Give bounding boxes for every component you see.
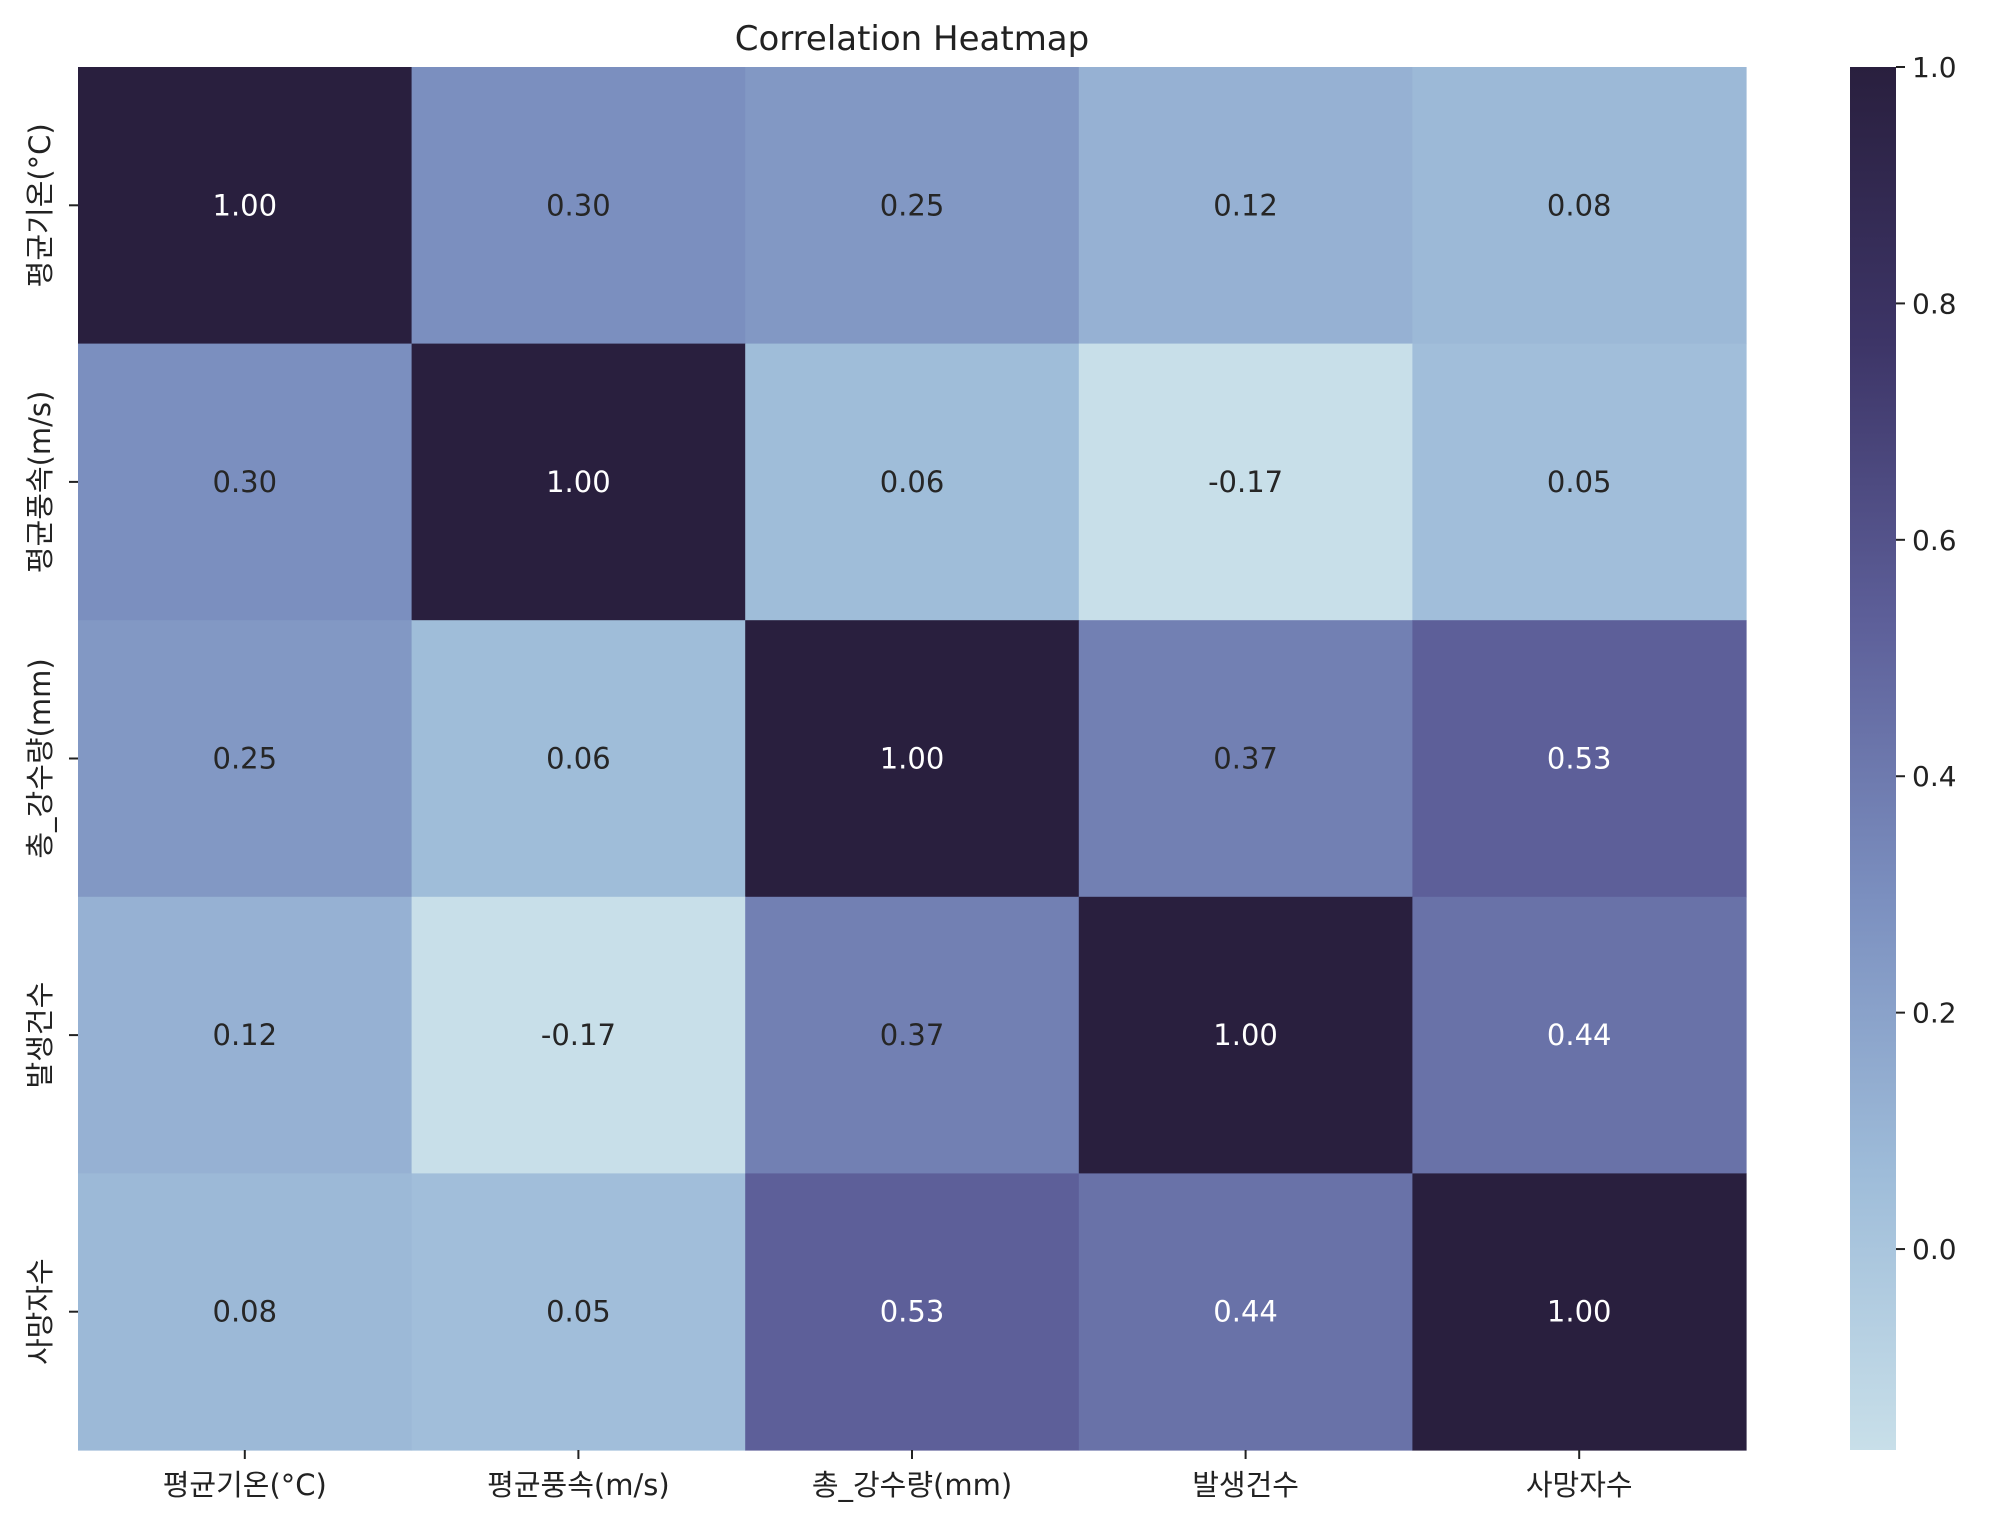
cell-value-label: 0.30	[546, 188, 611, 222]
cell-value-label: 1.00	[213, 188, 278, 222]
heatmap-cells: 1.00 0.30 0.25 0.12 0.08 0.30 1.00 0.06 -0.17 0.0…	[78, 67, 1747, 1451]
heatmap-cell	[1078, 343, 1413, 621]
y-tick-label: 평균기온(°C)	[23, 123, 57, 287]
cell-value-label: -0.17	[1208, 465, 1283, 499]
y-tick-label: 발생건수	[23, 982, 57, 1089]
heatmap-cell	[745, 67, 1080, 345]
cell-value-label: 0.44	[1213, 1295, 1278, 1329]
heatmap-cell	[411, 1173, 746, 1451]
x-tick-label: 사망자수	[1526, 1468, 1633, 1502]
heatmap-cell	[745, 620, 1080, 898]
heatmap-cell	[78, 1173, 413, 1451]
heatmap-cell	[1078, 1173, 1413, 1451]
x-axis: 평균기온(°C) 평균풍속(m/s) 총_강수량(mm) 발생건수 사망자수	[163, 1450, 1633, 1502]
cell-value-label: 0.53	[1547, 742, 1612, 776]
cell-value-label: 0.44	[1547, 1018, 1612, 1052]
chart-title: Correlation Heatmap	[735, 19, 1089, 59]
colorbar-tick-label: 0.6	[1912, 524, 1957, 557]
cell-value-label: 1.00	[1547, 1295, 1612, 1329]
heatmap-cell	[78, 343, 413, 621]
cell-value-label: 0.12	[213, 1018, 278, 1052]
y-tick-label: 평균풍속(m/s)	[23, 391, 57, 573]
heatmap-cell	[78, 896, 413, 1174]
colorbar: 0.0 0.2 0.4 0.6 0.8 1.0	[1850, 51, 1957, 1450]
heatmap-cell	[745, 1173, 1080, 1451]
cell-value-label: 0.06	[880, 465, 945, 499]
heatmap-cell	[1078, 896, 1413, 1174]
cell-value-label: 0.37	[880, 1018, 945, 1052]
x-tick-label: 평균풍속(m/s)	[487, 1468, 669, 1502]
heatmap-cell	[78, 67, 413, 345]
cell-value-label: 1.00	[1213, 1018, 1278, 1052]
heatmap-cell	[745, 896, 1080, 1174]
x-tick-label: 총_강수량(mm)	[812, 1468, 1012, 1502]
heatmap-cell	[1078, 620, 1413, 898]
heatmap-cell	[78, 620, 413, 898]
colorbar-tick-label: 1.0	[1912, 51, 1957, 84]
cell-value-label: 0.37	[1213, 742, 1278, 776]
colorbar-tick-label: 0.0	[1912, 1233, 1957, 1266]
cell-value-label: -0.17	[541, 1018, 616, 1052]
y-tick-label: 사망자수	[23, 1258, 57, 1365]
heatmap-cell	[411, 620, 746, 898]
heatmap-cell	[1412, 896, 1747, 1174]
colorbar-tick-label: 0.2	[1912, 997, 1957, 1030]
cell-value-label: 0.30	[213, 465, 278, 499]
cell-value-label: 0.25	[880, 188, 945, 222]
x-tick-label: 발생건수	[1192, 1468, 1299, 1502]
cell-value-label: 0.12	[1213, 188, 1278, 222]
heatmap-cell	[1078, 67, 1413, 345]
colorbar-gradient	[1850, 67, 1896, 1450]
cell-value-label: 0.53	[880, 1295, 945, 1329]
colorbar-tick-label: 0.4	[1912, 760, 1957, 793]
cell-value-label: 0.25	[213, 742, 278, 776]
heatmap-cell	[411, 67, 746, 345]
cell-value-label: 0.06	[546, 742, 611, 776]
colorbar-tick-label: 0.8	[1912, 287, 1957, 320]
heatmap-cell	[411, 896, 746, 1174]
cell-value-label: 0.08	[213, 1295, 278, 1329]
y-tick-label: 총_강수량(mm)	[23, 658, 57, 858]
cell-value-label: 0.08	[1547, 188, 1612, 222]
heatmap-cell	[1412, 67, 1747, 345]
heatmap-cell	[1412, 343, 1747, 621]
cell-value-label: 0.05	[1547, 465, 1612, 499]
cell-value-label: 1.00	[546, 465, 611, 499]
heatmap-cell	[1412, 1173, 1747, 1451]
x-tick-label: 평균기온(°C)	[163, 1468, 327, 1502]
cell-value-label: 1.00	[880, 742, 945, 776]
heatmap-cell	[745, 343, 1080, 621]
cell-value-label: 0.05	[546, 1295, 611, 1329]
heatmap-cell	[1412, 620, 1747, 898]
heatmap-cell	[411, 343, 746, 621]
